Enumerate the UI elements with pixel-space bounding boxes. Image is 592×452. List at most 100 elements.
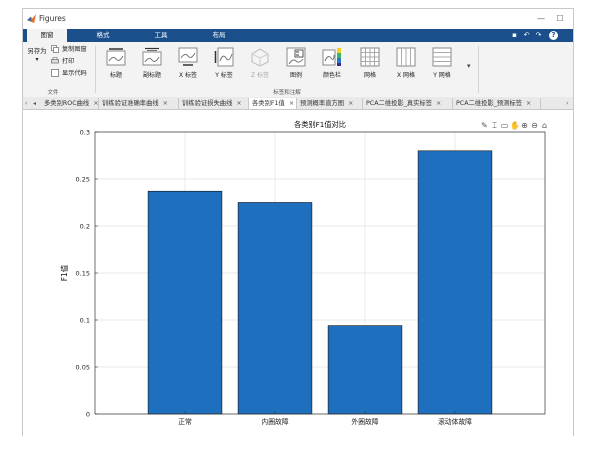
grid-button[interactable]: 网格 (353, 46, 387, 86)
maximize-icon[interactable]: ☐ (556, 14, 564, 23)
window-title: Figures (39, 14, 66, 23)
ylabel-button[interactable]: Y 标签 (207, 46, 241, 86)
xgrid-button[interactable]: X 网格 (389, 46, 423, 86)
file-group: 另存为 ▾ 复制图窗 打印 显示代码 文件 (23, 42, 115, 97)
close-tab-icon[interactable]: × (93, 100, 99, 107)
close-tab-icon[interactable]: × (436, 100, 442, 107)
close-tab-icon[interactable]: × (236, 100, 242, 107)
title-button[interactable]: 标题 (99, 46, 133, 86)
close-tab-icon[interactable]: × (162, 100, 168, 107)
tab-format[interactable]: 格式 (96, 31, 110, 39)
title-button-label: 标题 (109, 72, 122, 79)
tab-list-icon[interactable]: ◂ (33, 100, 37, 107)
grid-icon (360, 47, 380, 67)
doc-tab-label: 训练验证准确率曲线 (102, 100, 159, 107)
ylabel-button-label: Y 标签 (215, 72, 233, 79)
subtitle-button[interactable]: 副标题 (135, 46, 169, 86)
save-icon[interactable]: ▪ (512, 31, 517, 39)
y-tick-label: 0.25 (76, 176, 90, 184)
tab-scroll-right-icon[interactable]: › (566, 100, 569, 107)
ribbon-tab-bar: 图窗 格式 工具 布局 ▪ ↶ ↷ ? (23, 29, 573, 42)
doc-tab[interactable]: PCA二维投影_真实标签 × (363, 98, 453, 109)
title-icon (106, 48, 126, 66)
legend-button[interactable]: 图例 (279, 46, 313, 86)
y-tick-label: 0.15 (76, 270, 90, 278)
colorbar-button-label: 颜色栏 (322, 72, 341, 79)
matlab-logo-icon (27, 14, 36, 23)
copy-figure-button[interactable]: 复制图窗 (51, 45, 87, 55)
xlabel-icon (178, 47, 198, 66)
data-cursor-icon[interactable]: ⌶ (492, 121, 497, 130)
zoom-out-icon[interactable]: ⊖ (531, 121, 538, 130)
annotation-group-label: 标签和注解 (273, 90, 301, 96)
x-tick-label: 滚动体故障 (438, 417, 472, 426)
tab-scroll-left-icon[interactable]: ‹ (25, 100, 28, 107)
y-tick-label: 0.1 (80, 317, 90, 325)
legend-button-label: 图例 (289, 72, 302, 79)
zlabel-button-label: Z 标签 (250, 72, 270, 79)
file-group-label: 文件 (47, 90, 59, 96)
tab-tools[interactable]: 工具 (154, 31, 168, 39)
minimize-icon[interactable]: — (537, 14, 545, 23)
ygrid-button[interactable]: Y 网格 (425, 46, 459, 86)
home-icon[interactable]: ⌂ (541, 121, 548, 130)
x-tick-label: 外圈故障 (351, 417, 378, 426)
bar (327, 325, 403, 415)
print-button[interactable]: 打印 (51, 57, 74, 67)
doc-tab-label: 多类别ROC曲线 (44, 100, 90, 107)
doc-tab-label: PCA二维投影_真实标签 (366, 100, 433, 107)
ribbon-separator (95, 46, 96, 93)
zlabel-button[interactable]: Z 标签 (243, 46, 277, 86)
doc-tab[interactable]: 训练验证准确率曲线 × (99, 98, 179, 109)
brush-icon[interactable]: ▭ (500, 121, 509, 130)
title-bar: Figures — ☐ (23, 9, 573, 29)
save-as-label: 另存为 (27, 48, 47, 55)
print-label: 打印 (62, 58, 75, 65)
redo-icon[interactable]: ↷ (535, 31, 542, 39)
close-tab-icon[interactable]: × (348, 100, 354, 107)
edit-icon[interactable]: ✎ (481, 121, 488, 130)
bar (417, 150, 493, 415)
chart-title: 各类别F1值对比 (294, 120, 346, 129)
show-code-label: 显示代码 (62, 70, 87, 77)
zoom-in-icon[interactable]: ⊕ (521, 121, 528, 130)
tab-figure[interactable]: 图窗 (27, 29, 67, 42)
doc-tab[interactable]: 各类别F1值 × (249, 98, 297, 109)
doc-tab[interactable]: PCA二维投影_预测标签 × (453, 98, 541, 109)
pan-icon[interactable]: ✋ (510, 121, 520, 130)
bar (237, 202, 313, 415)
y-tick-label: 0 (86, 411, 90, 419)
zlabel-icon (251, 48, 269, 67)
xlabel-button-label: X 标签 (178, 72, 198, 79)
colorbar-icon (322, 48, 341, 66)
ribbon: 另存为 ▾ 复制图窗 打印 显示代码 文件 标题 副标题 (23, 42, 573, 98)
xgrid-button-label: X 网格 (396, 72, 416, 79)
tab-layout[interactable]: 布局 (212, 31, 226, 39)
axes-box (94, 131, 546, 415)
ygrid-button-label: Y 网格 (433, 72, 451, 79)
doc-tab[interactable]: 训练验证损失曲线 × (179, 98, 249, 109)
y-axis-label: F1值 (59, 264, 69, 281)
doc-tab-label: PCA二维投影_预测标签 (456, 100, 523, 107)
ribbon-expand-icon[interactable]: ▾ (467, 62, 471, 70)
colorbar-button[interactable]: 颜色栏 (315, 46, 349, 86)
ygrid-icon (432, 47, 452, 67)
doc-tab[interactable]: 预测概率直方图 × (297, 98, 363, 109)
copy-icon (51, 45, 59, 53)
save-as-button[interactable]: 另存为 ▾ (23, 46, 51, 86)
copy-figure-label: 复制图窗 (62, 46, 87, 53)
grid-button-label: 网格 (363, 72, 376, 79)
xlabel-button[interactable]: X 标签 (171, 46, 205, 86)
x-tick-label: 内圈故障 (261, 417, 288, 426)
close-tab-icon[interactable]: × (288, 100, 295, 107)
bar-chart: 0 0.05 0.1 0.15 0.2 0.25 0.3 正常 内圈故障 外圈故障 滚动体故障 各类别… (59, 120, 546, 426)
checkbox-icon (51, 69, 59, 77)
doc-tab[interactable]: 多类别ROC曲线 × (41, 98, 99, 109)
close-tab-icon[interactable]: × (526, 100, 532, 107)
help-icon[interactable]: ? (549, 31, 558, 40)
annotation-group: 标题 副标题 X 标签 Y 标签 Z 标签 图例 (97, 42, 477, 97)
subtitle-button-label: 副标题 (142, 72, 161, 79)
doc-tab-label: 预测概率直方图 (300, 100, 345, 107)
show-code-checkbox[interactable]: 显示代码 (51, 69, 87, 79)
undo-icon[interactable]: ↶ (523, 31, 530, 39)
